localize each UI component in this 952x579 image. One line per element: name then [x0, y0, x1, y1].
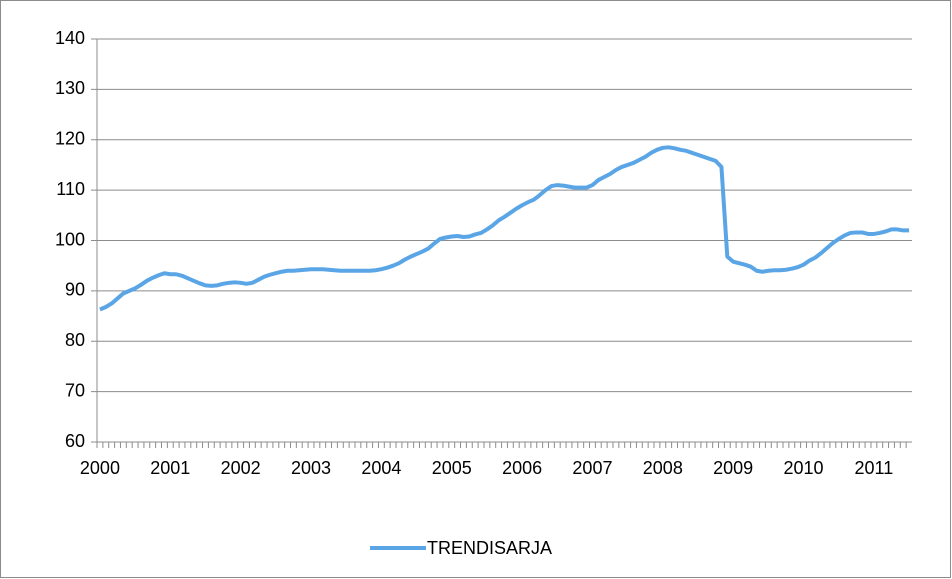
y-tick-label: 90 [65, 280, 85, 300]
y-tick-label: 80 [65, 330, 85, 350]
x-tick-label: 2011 [855, 458, 894, 478]
x-tick-label: 2004 [361, 458, 401, 478]
x-tick-label: 2005 [432, 458, 472, 478]
y-tick-label: 100 [55, 229, 85, 249]
x-tick-label: 2006 [502, 458, 542, 478]
x-tick-label: 2002 [221, 458, 261, 478]
x-tick-label: 2003 [291, 458, 331, 478]
y-tick-label: 60 [65, 431, 85, 451]
x-tick-label: 2001 [150, 458, 190, 478]
y-tick-label: 130 [55, 78, 85, 98]
data-line [99, 145, 910, 312]
x-tick-label: 2009 [713, 458, 753, 478]
x-tick-label: 2008 [643, 458, 683, 478]
legend-label: TRENDISARJA [427, 538, 552, 558]
y-tick-label: 140 [55, 28, 85, 48]
x-tick-label: 2010 [784, 458, 824, 478]
x-tick-label: 2000 [80, 458, 120, 478]
y-tick-label: 120 [55, 129, 85, 149]
y-tick-label: 70 [65, 380, 85, 400]
y-tick-label: 110 [56, 179, 85, 199]
x-tick-label: 2007 [572, 458, 612, 478]
